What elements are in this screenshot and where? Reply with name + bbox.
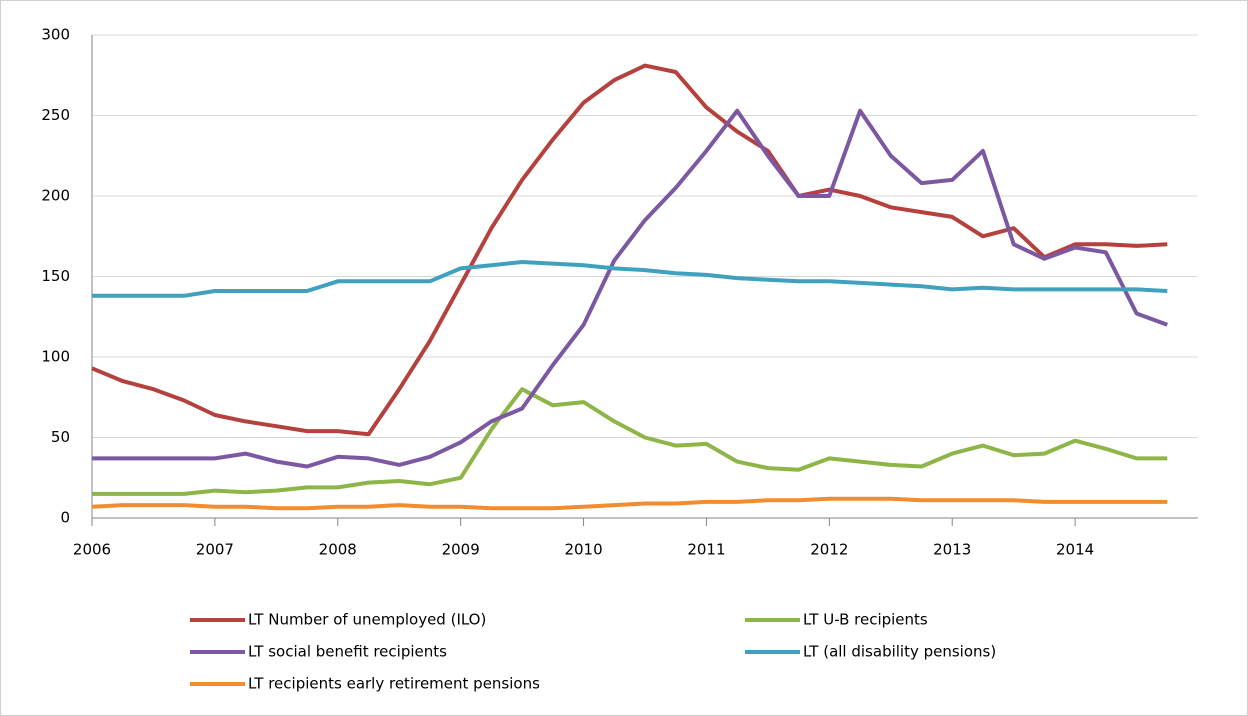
y-tick-label: 200 [41, 187, 70, 205]
x-tick-label: 2008 [319, 541, 357, 559]
x-tick-label: 2007 [196, 541, 234, 559]
y-tick-label: 100 [41, 348, 70, 366]
x-tick-label: 2010 [564, 541, 602, 559]
y-tick-label: 300 [41, 26, 70, 44]
series-line [92, 108, 1168, 469]
legend-label: LT social benefit recipients [248, 643, 447, 661]
legend-label: LT U-B recipients [803, 611, 928, 629]
legend-label: LT recipients early retirement pensions [248, 675, 540, 693]
y-tick-label: 50 [51, 428, 70, 446]
x-tick-label: 2011 [687, 541, 725, 559]
series-line [92, 387, 1168, 496]
y-tick-label: 0 [60, 509, 70, 527]
series-line [91, 496, 1168, 511]
x-tick-label: 2012 [810, 541, 848, 559]
x-tick-label: 2006 [73, 541, 111, 559]
y-tick-label: 150 [41, 267, 70, 285]
legend-label: LT Number of unemployed (ILO) [248, 611, 486, 629]
series-line [92, 260, 1168, 298]
x-tick-label: 2013 [933, 541, 971, 559]
legend-label: LT (all disability pensions) [803, 643, 996, 661]
x-tick-label: 2014 [1056, 541, 1094, 559]
series-line [91, 63, 1168, 437]
x-tick-label: 2009 [442, 541, 480, 559]
y-tick-label: 250 [41, 106, 70, 124]
